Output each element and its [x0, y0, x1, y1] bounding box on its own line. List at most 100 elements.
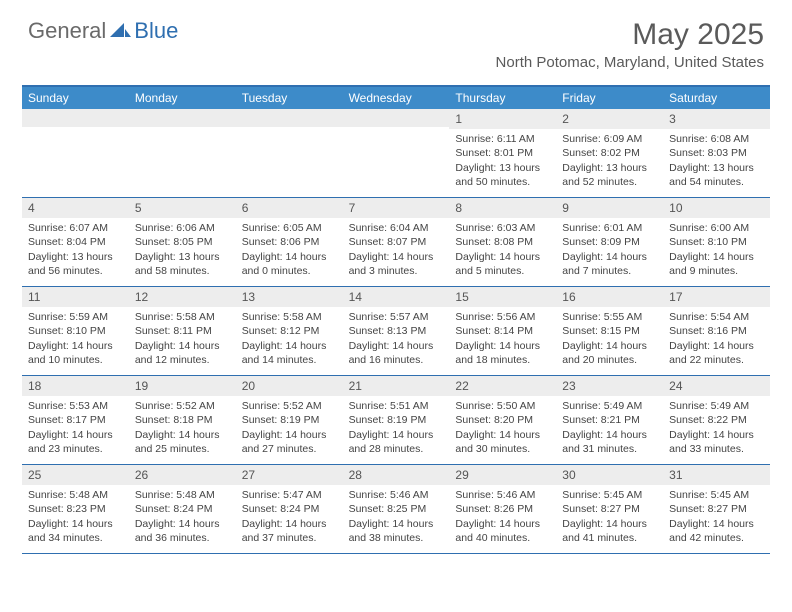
day-body: Sunrise: 5:46 AMSunset: 8:26 PMDaylight:…	[449, 485, 556, 549]
day-body: Sunrise: 5:53 AMSunset: 8:17 PMDaylight:…	[22, 396, 129, 460]
weeks-container: 1Sunrise: 6:11 AMSunset: 8:01 PMDaylight…	[22, 109, 770, 554]
day-number: 23	[556, 376, 663, 396]
sunset-text: Sunset: 8:17 PM	[28, 413, 123, 427]
day-cell: 30Sunrise: 5:45 AMSunset: 8:27 PMDayligh…	[556, 465, 663, 553]
day-number	[129, 109, 236, 127]
week-row: 1Sunrise: 6:11 AMSunset: 8:01 PMDaylight…	[22, 109, 770, 198]
day-number: 4	[22, 198, 129, 218]
day-number	[343, 109, 450, 127]
sunset-text: Sunset: 8:25 PM	[349, 502, 444, 516]
day-body: Sunrise: 5:55 AMSunset: 8:15 PMDaylight:…	[556, 307, 663, 371]
day-body: Sunrise: 5:52 AMSunset: 8:18 PMDaylight:…	[129, 396, 236, 460]
sunrise-text: Sunrise: 6:09 AM	[562, 132, 657, 146]
calendar: SundayMondayTuesdayWednesdayThursdayFrid…	[22, 85, 770, 554]
day-body: Sunrise: 5:52 AMSunset: 8:19 PMDaylight:…	[236, 396, 343, 460]
day-body: Sunrise: 5:54 AMSunset: 8:16 PMDaylight:…	[663, 307, 770, 371]
day-number: 16	[556, 287, 663, 307]
daylight-text: Daylight: 14 hours and 36 minutes.	[135, 517, 230, 545]
title-block: May 2025 North Potomac, Maryland, United…	[496, 18, 764, 71]
sunrise-text: Sunrise: 5:45 AM	[562, 488, 657, 502]
daylight-text: Daylight: 14 hours and 9 minutes.	[669, 250, 764, 278]
day-cell: 31Sunrise: 5:45 AMSunset: 8:27 PMDayligh…	[663, 465, 770, 553]
daylight-text: Daylight: 14 hours and 10 minutes.	[28, 339, 123, 367]
day-body: Sunrise: 5:58 AMSunset: 8:11 PMDaylight:…	[129, 307, 236, 371]
day-number: 6	[236, 198, 343, 218]
sunrise-text: Sunrise: 5:58 AM	[135, 310, 230, 324]
day-number: 13	[236, 287, 343, 307]
logo-text-blue: Blue	[134, 18, 178, 44]
sunset-text: Sunset: 8:05 PM	[135, 235, 230, 249]
day-cell: 1Sunrise: 6:11 AMSunset: 8:01 PMDaylight…	[449, 109, 556, 197]
sunrise-text: Sunrise: 5:56 AM	[455, 310, 550, 324]
sunrise-text: Sunrise: 6:08 AM	[669, 132, 764, 146]
daylight-text: Daylight: 14 hours and 25 minutes.	[135, 428, 230, 456]
daylight-text: Daylight: 14 hours and 42 minutes.	[669, 517, 764, 545]
week-row: 18Sunrise: 5:53 AMSunset: 8:17 PMDayligh…	[22, 376, 770, 465]
sunset-text: Sunset: 8:11 PM	[135, 324, 230, 338]
day-cell: 4Sunrise: 6:07 AMSunset: 8:04 PMDaylight…	[22, 198, 129, 286]
sunset-text: Sunset: 8:22 PM	[669, 413, 764, 427]
day-number: 28	[343, 465, 450, 485]
sunset-text: Sunset: 8:14 PM	[455, 324, 550, 338]
day-number: 3	[663, 109, 770, 129]
day-cell: 23Sunrise: 5:49 AMSunset: 8:21 PMDayligh…	[556, 376, 663, 464]
day-of-week-row: SundayMondayTuesdayWednesdayThursdayFrid…	[22, 87, 770, 109]
daylight-text: Daylight: 14 hours and 5 minutes.	[455, 250, 550, 278]
week-row: 4Sunrise: 6:07 AMSunset: 8:04 PMDaylight…	[22, 198, 770, 287]
day-number: 17	[663, 287, 770, 307]
day-cell: 10Sunrise: 6:00 AMSunset: 8:10 PMDayligh…	[663, 198, 770, 286]
day-cell: 8Sunrise: 6:03 AMSunset: 8:08 PMDaylight…	[449, 198, 556, 286]
day-cell: 15Sunrise: 5:56 AMSunset: 8:14 PMDayligh…	[449, 287, 556, 375]
sunset-text: Sunset: 8:16 PM	[669, 324, 764, 338]
day-body: Sunrise: 5:47 AMSunset: 8:24 PMDaylight:…	[236, 485, 343, 549]
sunset-text: Sunset: 8:15 PM	[562, 324, 657, 338]
sunset-text: Sunset: 8:20 PM	[455, 413, 550, 427]
dow-cell: Saturday	[663, 87, 770, 109]
sunrise-text: Sunrise: 6:03 AM	[455, 221, 550, 235]
day-body: Sunrise: 6:03 AMSunset: 8:08 PMDaylight:…	[449, 218, 556, 282]
sunset-text: Sunset: 8:13 PM	[349, 324, 444, 338]
day-number: 15	[449, 287, 556, 307]
day-cell: 11Sunrise: 5:59 AMSunset: 8:10 PMDayligh…	[22, 287, 129, 375]
day-number: 7	[343, 198, 450, 218]
sunset-text: Sunset: 8:19 PM	[242, 413, 337, 427]
dow-cell: Tuesday	[236, 87, 343, 109]
daylight-text: Daylight: 14 hours and 30 minutes.	[455, 428, 550, 456]
day-body: Sunrise: 6:05 AMSunset: 8:06 PMDaylight:…	[236, 218, 343, 282]
day-number: 1	[449, 109, 556, 129]
sunset-text: Sunset: 8:09 PM	[562, 235, 657, 249]
day-number: 2	[556, 109, 663, 129]
sunset-text: Sunset: 8:12 PM	[242, 324, 337, 338]
day-number	[22, 109, 129, 127]
sunrise-text: Sunrise: 6:01 AM	[562, 221, 657, 235]
day-body: Sunrise: 6:11 AMSunset: 8:01 PMDaylight:…	[449, 129, 556, 193]
sunrise-text: Sunrise: 5:49 AM	[669, 399, 764, 413]
daylight-text: Daylight: 14 hours and 20 minutes.	[562, 339, 657, 367]
day-number: 30	[556, 465, 663, 485]
daylight-text: Daylight: 13 hours and 54 minutes.	[669, 161, 764, 189]
daylight-text: Daylight: 13 hours and 52 minutes.	[562, 161, 657, 189]
day-body: Sunrise: 6:00 AMSunset: 8:10 PMDaylight:…	[663, 218, 770, 282]
sunrise-text: Sunrise: 5:45 AM	[669, 488, 764, 502]
day-number: 29	[449, 465, 556, 485]
day-number: 24	[663, 376, 770, 396]
day-number: 21	[343, 376, 450, 396]
sunrise-text: Sunrise: 5:57 AM	[349, 310, 444, 324]
day-body: Sunrise: 5:57 AMSunset: 8:13 PMDaylight:…	[343, 307, 450, 371]
week-row: 25Sunrise: 5:48 AMSunset: 8:23 PMDayligh…	[22, 465, 770, 554]
month-title: May 2025	[496, 18, 764, 52]
sunrise-text: Sunrise: 5:48 AM	[135, 488, 230, 502]
sunset-text: Sunset: 8:24 PM	[135, 502, 230, 516]
day-body: Sunrise: 5:51 AMSunset: 8:19 PMDaylight:…	[343, 396, 450, 460]
sunrise-text: Sunrise: 5:54 AM	[669, 310, 764, 324]
day-body: Sunrise: 5:50 AMSunset: 8:20 PMDaylight:…	[449, 396, 556, 460]
day-number	[236, 109, 343, 127]
dow-cell: Monday	[129, 87, 236, 109]
day-number: 19	[129, 376, 236, 396]
day-number: 25	[22, 465, 129, 485]
day-cell: 25Sunrise: 5:48 AMSunset: 8:23 PMDayligh…	[22, 465, 129, 553]
daylight-text: Daylight: 14 hours and 27 minutes.	[242, 428, 337, 456]
day-body: Sunrise: 5:45 AMSunset: 8:27 PMDaylight:…	[663, 485, 770, 549]
day-body: Sunrise: 6:08 AMSunset: 8:03 PMDaylight:…	[663, 129, 770, 193]
day-cell	[22, 109, 129, 197]
